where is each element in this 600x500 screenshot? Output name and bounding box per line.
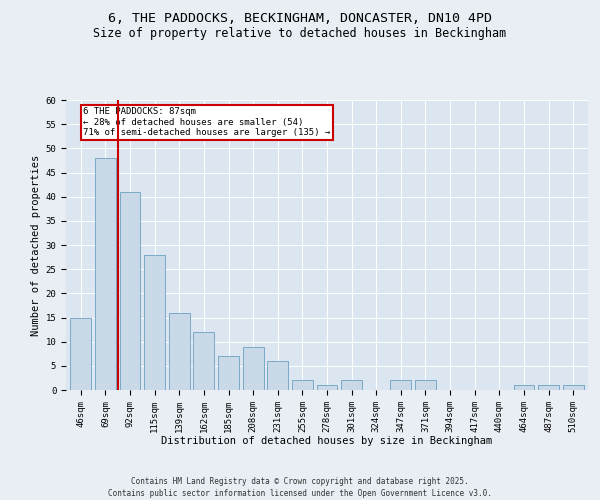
Bar [218,356,239,390]
Bar [563,385,584,390]
Bar [144,254,165,390]
Text: 6 THE PADDOCKS: 87sqm
← 28% of detached houses are smaller (54)
71% of semi-deta: 6 THE PADDOCKS: 87sqm ← 28% of detached … [83,108,331,137]
Y-axis label: Number of detached properties: Number of detached properties [31,154,41,336]
Bar [242,346,263,390]
Bar [391,380,412,390]
Bar [341,380,362,390]
Bar [169,312,190,390]
Bar [317,385,337,390]
Bar [95,158,116,390]
Bar [415,380,436,390]
Bar [70,318,91,390]
Text: Size of property relative to detached houses in Beckingham: Size of property relative to detached ho… [94,28,506,40]
Text: 6, THE PADDOCKS, BECKINGHAM, DONCASTER, DN10 4PD: 6, THE PADDOCKS, BECKINGHAM, DONCASTER, … [108,12,492,26]
Bar [538,385,559,390]
Text: Contains HM Land Registry data © Crown copyright and database right 2025.
Contai: Contains HM Land Registry data © Crown c… [108,476,492,498]
Bar [267,361,288,390]
Bar [193,332,214,390]
Bar [119,192,140,390]
Bar [292,380,313,390]
Bar [514,385,535,390]
X-axis label: Distribution of detached houses by size in Beckingham: Distribution of detached houses by size … [161,436,493,446]
